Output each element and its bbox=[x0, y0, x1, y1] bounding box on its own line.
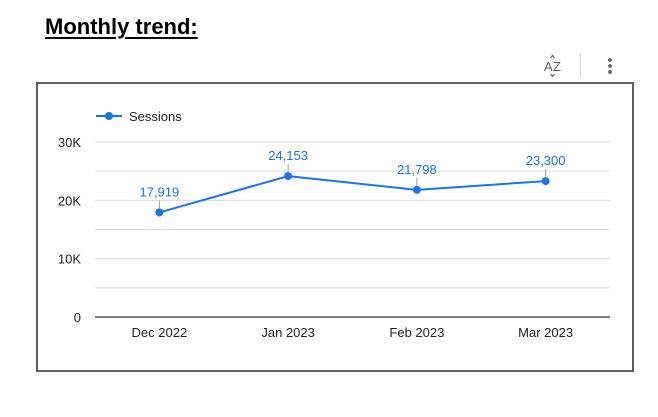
sort-az-icon: A Z bbox=[544, 54, 561, 78]
section-heading: Monthly trend: bbox=[45, 14, 198, 39]
svg-text:Z: Z bbox=[553, 59, 561, 74]
legend-label: Sessions bbox=[129, 109, 182, 124]
line-chart: 0 10K 20K 30K Dec 2022 Jan 2023 Feb 2023 Mar 20… bbox=[58, 109, 610, 340]
y-tick-label: 10K bbox=[58, 252, 81, 267]
data-point bbox=[155, 208, 164, 217]
data-point bbox=[284, 172, 293, 181]
x-tick-label: Feb 2023 bbox=[389, 325, 444, 340]
data-label: 24,153 bbox=[268, 148, 308, 163]
sort-button[interactable]: A Z bbox=[540, 54, 566, 78]
y-tick-label: 0 bbox=[74, 310, 81, 325]
chart-frame: 0 10K 20K 30K Dec 2022 Jan 2023 Feb 2023 Mar 20… bbox=[36, 82, 634, 372]
legend-swatch-marker bbox=[105, 112, 113, 120]
x-tick-label: Mar 2023 bbox=[518, 325, 573, 340]
data-label: 17,919 bbox=[139, 184, 179, 199]
x-tick-label: Jan 2023 bbox=[261, 325, 315, 340]
svg-text:A: A bbox=[544, 59, 553, 74]
y-tick-label: 30K bbox=[58, 135, 81, 150]
data-label: 23,300 bbox=[526, 153, 566, 168]
more-options-button[interactable] bbox=[602, 54, 618, 78]
x-tick-label: Dec 2022 bbox=[132, 325, 188, 340]
y-tick-label: 20K bbox=[58, 193, 81, 208]
data-label: 21,798 bbox=[397, 162, 437, 177]
series-line bbox=[159, 175, 546, 214]
data-point bbox=[541, 177, 550, 186]
chart-toolbar: A Z bbox=[536, 52, 626, 80]
toolbar-divider bbox=[580, 54, 581, 76]
data-point bbox=[412, 185, 421, 194]
more-vert-icon bbox=[608, 58, 612, 74]
